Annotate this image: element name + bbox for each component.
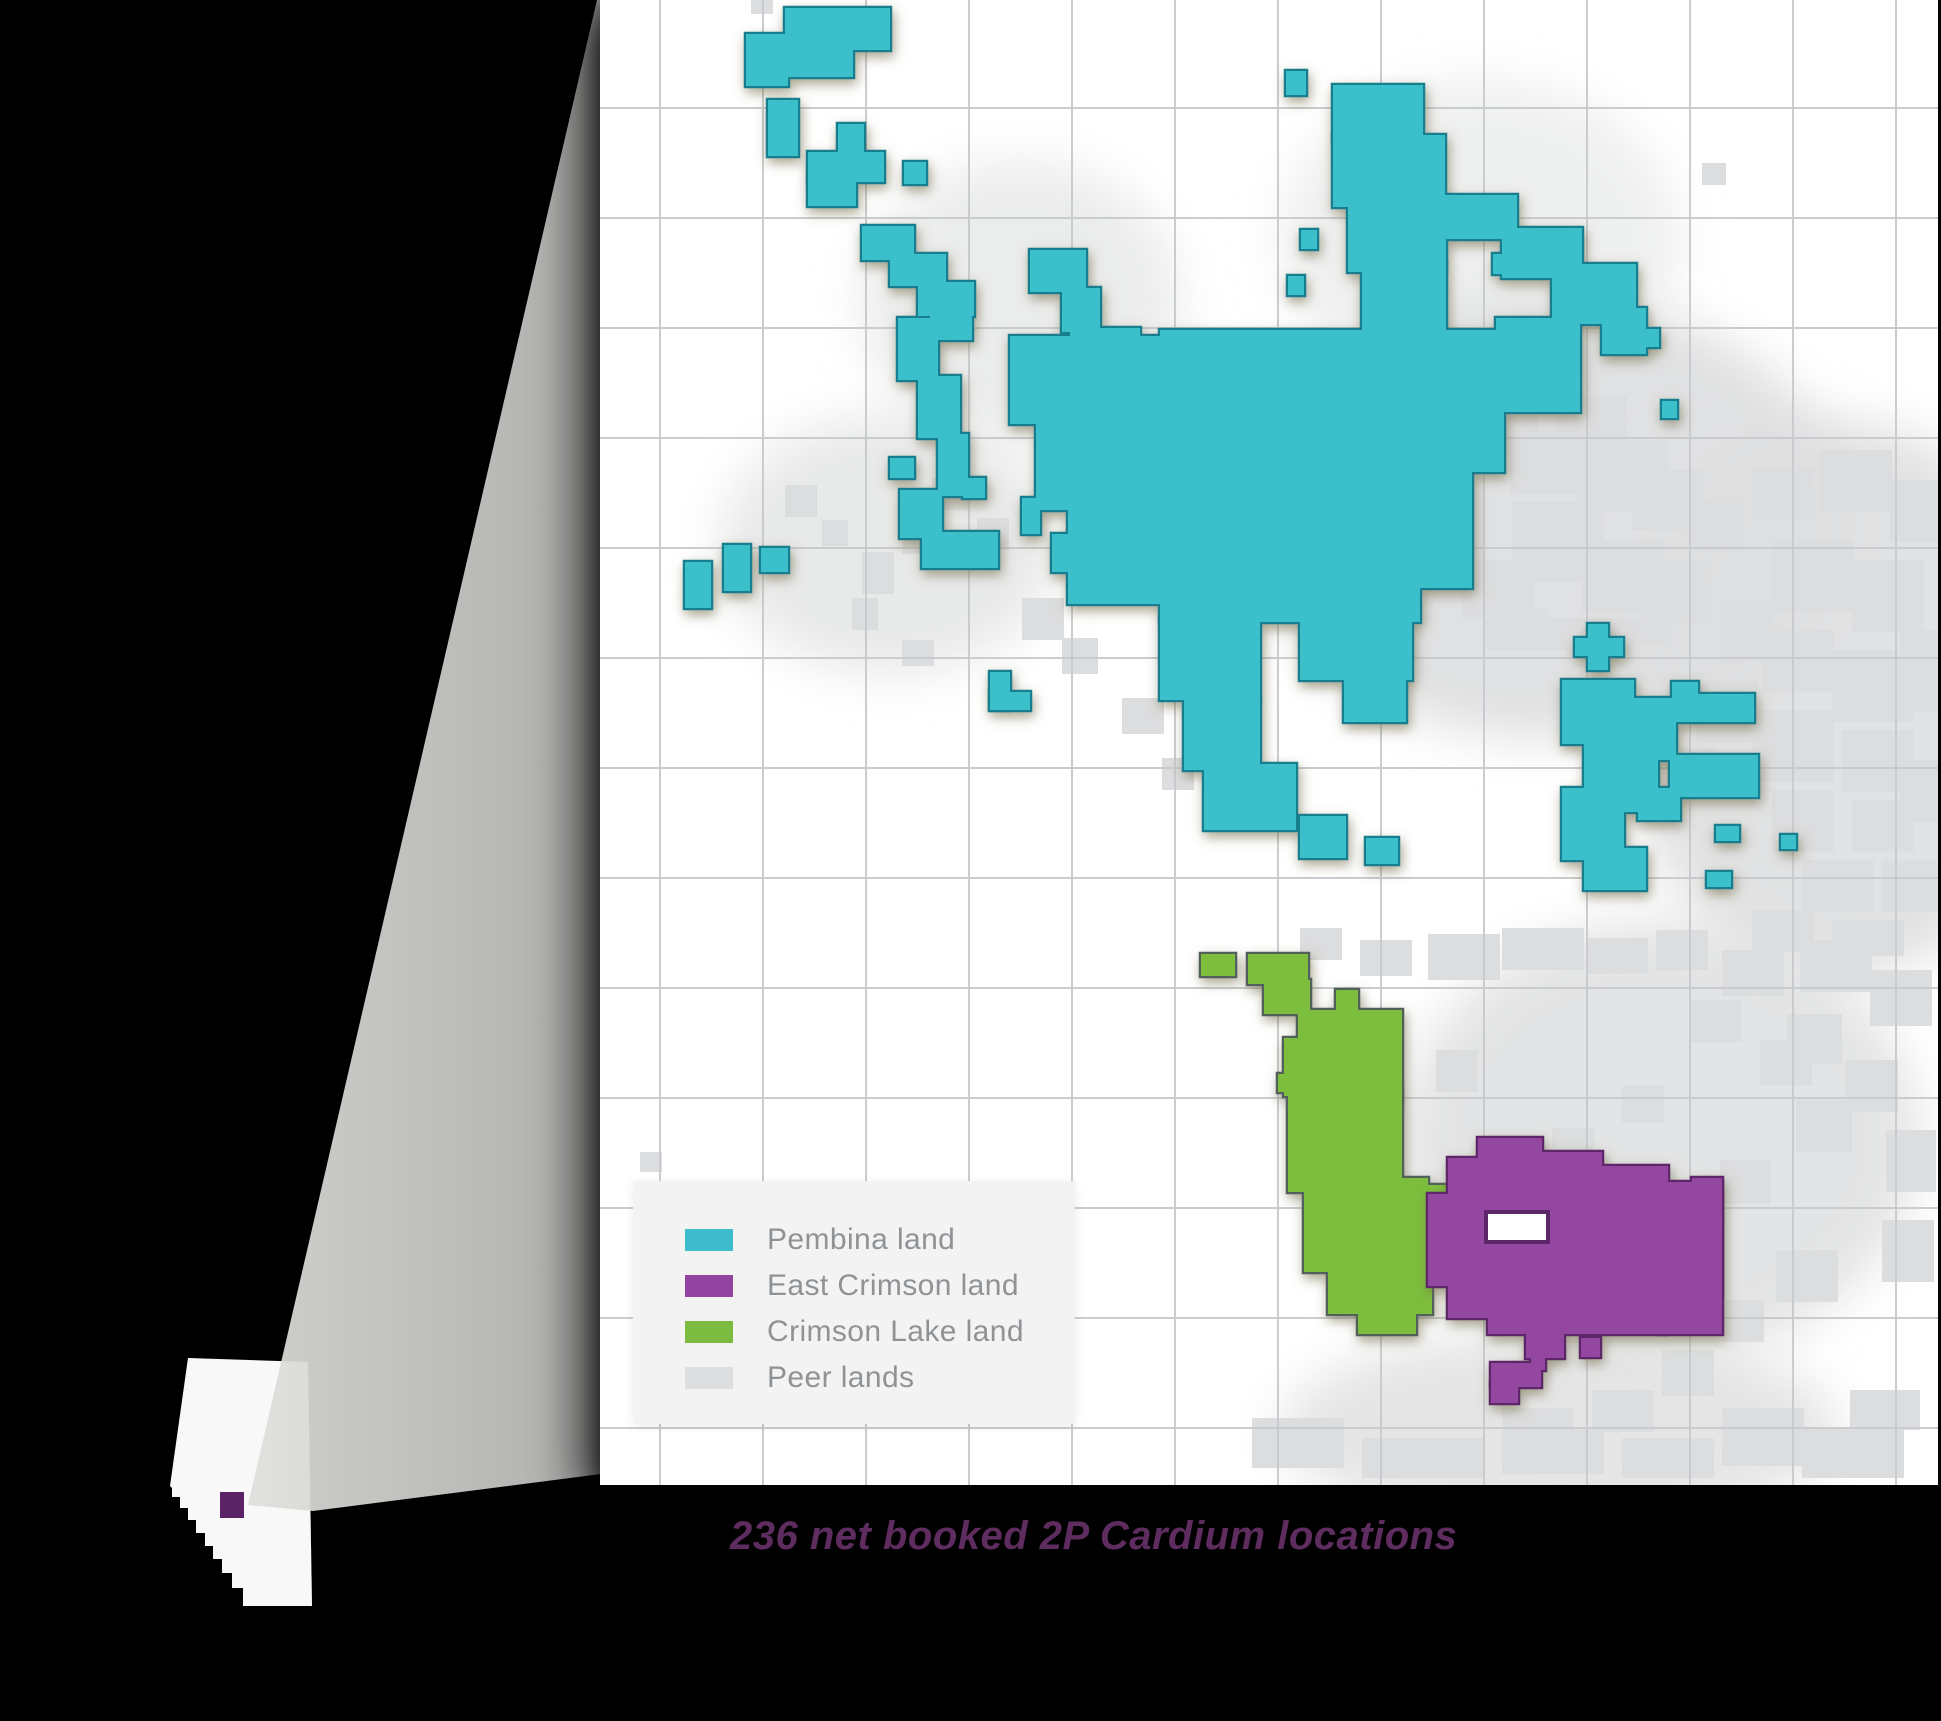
land-map: Pembina land East Crimson land Crimson Lak… (600, 0, 1938, 1485)
region-pembina (682, 5, 1799, 893)
legend-label: Crimson Lake land (767, 1315, 1024, 1348)
wedge-polygon (248, 0, 601, 1511)
legend-item-peer: Peer lands (685, 1355, 1075, 1401)
region-east_crimson (1425, 1135, 1725, 1406)
peer-swatch (685, 1367, 733, 1389)
legend-item-east_crimson: East Crimson land (685, 1263, 1075, 1309)
land-map-canvas (600, 0, 1938, 1485)
legend-label: Pembina land (767, 1223, 956, 1256)
pembina-swatch (685, 1229, 733, 1251)
legend: Pembina land East Crimson land Crimson Lak… (633, 1181, 1075, 1424)
east_crimson-swatch (685, 1275, 733, 1297)
location-marker (220, 1492, 244, 1518)
legend-item-pembina: Pembina land (685, 1217, 1075, 1263)
caption: 236 net booked 2P Cardium locations (730, 1514, 1458, 1558)
legend-item-crimson_lake: Crimson Lake land (685, 1309, 1075, 1355)
legend-label: East Crimson land (767, 1269, 1019, 1302)
region-crimson_lake (1198, 951, 1453, 1337)
east_crimson-hole (1484, 1210, 1550, 1244)
legend-label: Peer lands (767, 1361, 915, 1394)
crimson_lake-swatch (685, 1321, 733, 1343)
